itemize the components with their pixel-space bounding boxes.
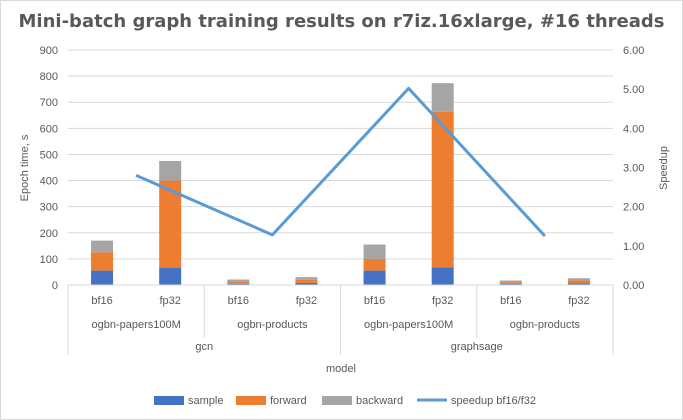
y-tick-label: 900 [40, 45, 58, 57]
y-tick-label: 300 [40, 202, 58, 214]
dataset-label: ogbn-products [237, 319, 308, 331]
bar-forward [567, 280, 590, 284]
category-label: bf16 [364, 295, 385, 307]
legend-label: speedup bf16/f32 [451, 395, 536, 407]
category-label: bf16 [91, 295, 112, 307]
legend-label: backward [356, 395, 403, 407]
category-label: bf16 [228, 295, 249, 307]
bar-forward [499, 282, 522, 284]
bars [91, 83, 590, 285]
bar-sample [227, 283, 250, 285]
y2-axis-title: Speedup [658, 146, 670, 190]
y-tick-label: 500 [40, 149, 58, 161]
model-label: gcn [195, 341, 213, 353]
x-axis-title: model [326, 363, 356, 375]
speedup-line [135, 86, 546, 238]
bar-forward [295, 279, 318, 283]
bar-sample [91, 270, 114, 285]
y2-tick-label: 2.00 [623, 202, 644, 214]
y2-tick-label: 6.00 [623, 45, 644, 57]
y-tick-label: 0 [52, 280, 58, 292]
legend-label: sample [188, 395, 223, 407]
legend-label: forward [270, 395, 307, 407]
speedup-polyline [135, 86, 546, 238]
category-label: fp32 [159, 295, 180, 307]
bar-forward [227, 281, 250, 284]
chart-title: Mini-batch graph training results on r7i… [18, 11, 665, 32]
bar-backward [431, 83, 454, 112]
y-tick-label: 800 [40, 71, 58, 83]
bar-backward [567, 278, 590, 281]
bar-forward [91, 252, 114, 271]
y-tick-label: 400 [40, 176, 58, 188]
model-label: graphsage [451, 341, 503, 353]
legend-swatch-forward [236, 396, 266, 405]
y-tick-label: 700 [40, 97, 58, 109]
legend: sample forward backward speedup bf16/f32 [154, 395, 536, 407]
bar-forward [363, 258, 386, 271]
bar-sample [499, 283, 522, 285]
category-label: fp32 [568, 295, 589, 307]
y2-tick-label: 1.00 [623, 241, 644, 253]
bar-backward [499, 280, 522, 283]
bar-forward [159, 180, 182, 269]
bar-backward [363, 244, 386, 259]
bar-sample [295, 282, 318, 285]
category-label: bf16 [500, 295, 521, 307]
y-tick-label: 100 [40, 254, 58, 266]
y-tick-label: 600 [40, 123, 58, 135]
bar-forward [431, 111, 454, 268]
y-tick-label: 200 [40, 228, 58, 240]
legend-swatch-backward [322, 396, 352, 405]
axes: 0 100 200 300 400 500 600 700 800 900 0.00 1.00 2.00… [40, 45, 644, 355]
y2-tick-label: 0.00 [623, 280, 644, 292]
bar-sample [363, 270, 386, 285]
bar-backward [91, 240, 114, 253]
y2-tick-label: 3.00 [623, 163, 644, 175]
bar-backward [227, 279, 250, 282]
category-label: fp32 [432, 295, 453, 307]
bar-sample [159, 268, 182, 285]
gridlines [68, 49, 613, 260]
legend-swatch-sample [154, 396, 184, 405]
y-axis-title: Epoch time, s [19, 134, 31, 201]
bar-backward [295, 277, 318, 280]
y2-tick-label: 5.00 [623, 84, 644, 96]
dataset-label: ogbn-products [510, 319, 581, 331]
bar-sample [567, 283, 590, 285]
dataset-label: ogbn-papers100M [91, 319, 180, 331]
dataset-label: ogbn-papers100M [364, 319, 453, 331]
y2-tick-label: 4.00 [623, 123, 644, 135]
category-label: fp32 [296, 295, 317, 307]
bar-backward [159, 160, 182, 181]
bar-sample [431, 267, 454, 285]
